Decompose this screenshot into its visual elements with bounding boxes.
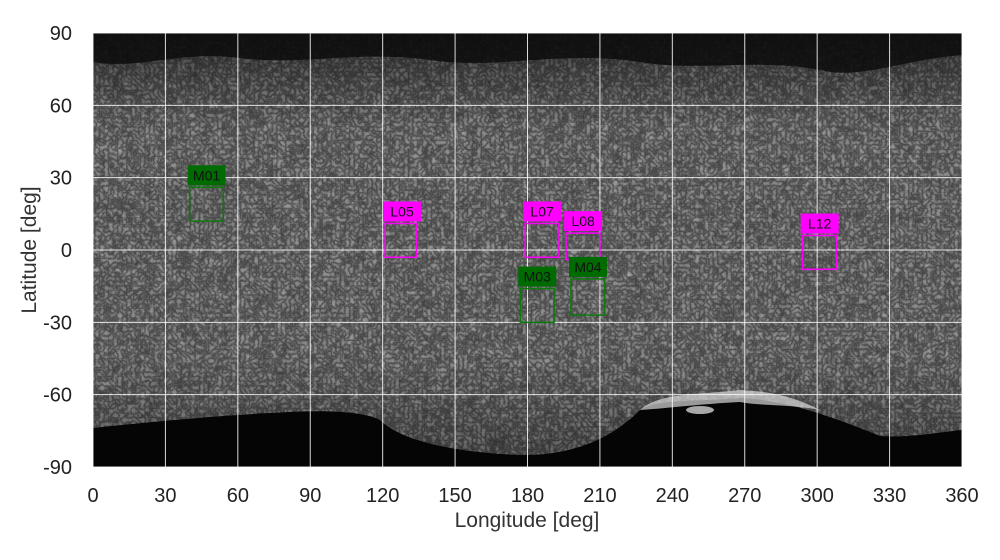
x-tick-label: 90 bbox=[299, 485, 321, 507]
x-tick-label: 240 bbox=[656, 485, 689, 507]
site-label-bg bbox=[523, 201, 562, 222]
x-tick-label: 120 bbox=[366, 485, 399, 507]
x-tick-label: 360 bbox=[945, 485, 978, 507]
site-label-bg bbox=[568, 256, 607, 277]
site-label-bg bbox=[383, 201, 422, 222]
x-tick-labels: 0 30 60 90 120 150 180 210 240 270 300 330 360 bbox=[87, 485, 978, 507]
site-m04: M04 bbox=[568, 256, 607, 316]
y-tick-label: 0 bbox=[61, 240, 72, 262]
y-tick-label: -30 bbox=[43, 312, 72, 334]
x-tick-label: 150 bbox=[438, 485, 471, 507]
site-box bbox=[519, 287, 555, 324]
site-label: L12 bbox=[808, 216, 832, 232]
site-m03: M03 bbox=[518, 266, 557, 324]
site-l07: L07 bbox=[523, 201, 562, 258]
site-box bbox=[570, 278, 606, 316]
site-label-bg bbox=[800, 213, 839, 234]
x-tick-label: 0 bbox=[87, 485, 98, 507]
y-tick-label: 60 bbox=[50, 95, 72, 117]
x-tick-label: 300 bbox=[800, 485, 833, 507]
y-tick-label: 30 bbox=[50, 168, 72, 190]
x-tick-label: 60 bbox=[227, 485, 249, 507]
y-tick-label: 90 bbox=[50, 23, 72, 45]
site-box bbox=[188, 186, 225, 222]
site-label: L05 bbox=[390, 203, 414, 219]
site-label-bg bbox=[518, 266, 557, 287]
y-tick-label: -90 bbox=[43, 457, 72, 479]
y-tick-labels: 90 60 30 0 -30 -60 -90 bbox=[43, 23, 72, 479]
site-label: L07 bbox=[530, 203, 554, 219]
site-m01: M01 bbox=[187, 165, 226, 222]
x-tick-label: 30 bbox=[154, 485, 176, 507]
site-label: M03 bbox=[524, 269, 551, 285]
site-box bbox=[801, 234, 838, 271]
site-label: L08 bbox=[571, 213, 595, 229]
x-tick-label: 330 bbox=[873, 485, 906, 507]
y-tick-label: -60 bbox=[43, 385, 72, 407]
x-tick-label: 210 bbox=[583, 485, 616, 507]
site-l08: L08 bbox=[564, 211, 603, 261]
x-tick-label: 180 bbox=[511, 485, 544, 507]
x-tick-label: 270 bbox=[728, 485, 761, 507]
site-label-bg bbox=[187, 165, 226, 186]
x-axis-title: Longitude [deg] bbox=[455, 509, 600, 532]
site-label: M04 bbox=[574, 259, 601, 275]
y-axis-title: Latitude [deg] bbox=[18, 186, 41, 313]
site-label-bg bbox=[564, 211, 603, 232]
grid-lines bbox=[92, 32, 963, 468]
site-box bbox=[524, 222, 560, 258]
site-l12: L12 bbox=[800, 213, 839, 271]
landing-site-markers: M01 L05 L07 L08 L12 M03 M04 bbox=[187, 165, 839, 324]
site-label: M01 bbox=[193, 167, 220, 183]
site-l05: L05 bbox=[383, 201, 422, 258]
site-box bbox=[384, 222, 418, 258]
